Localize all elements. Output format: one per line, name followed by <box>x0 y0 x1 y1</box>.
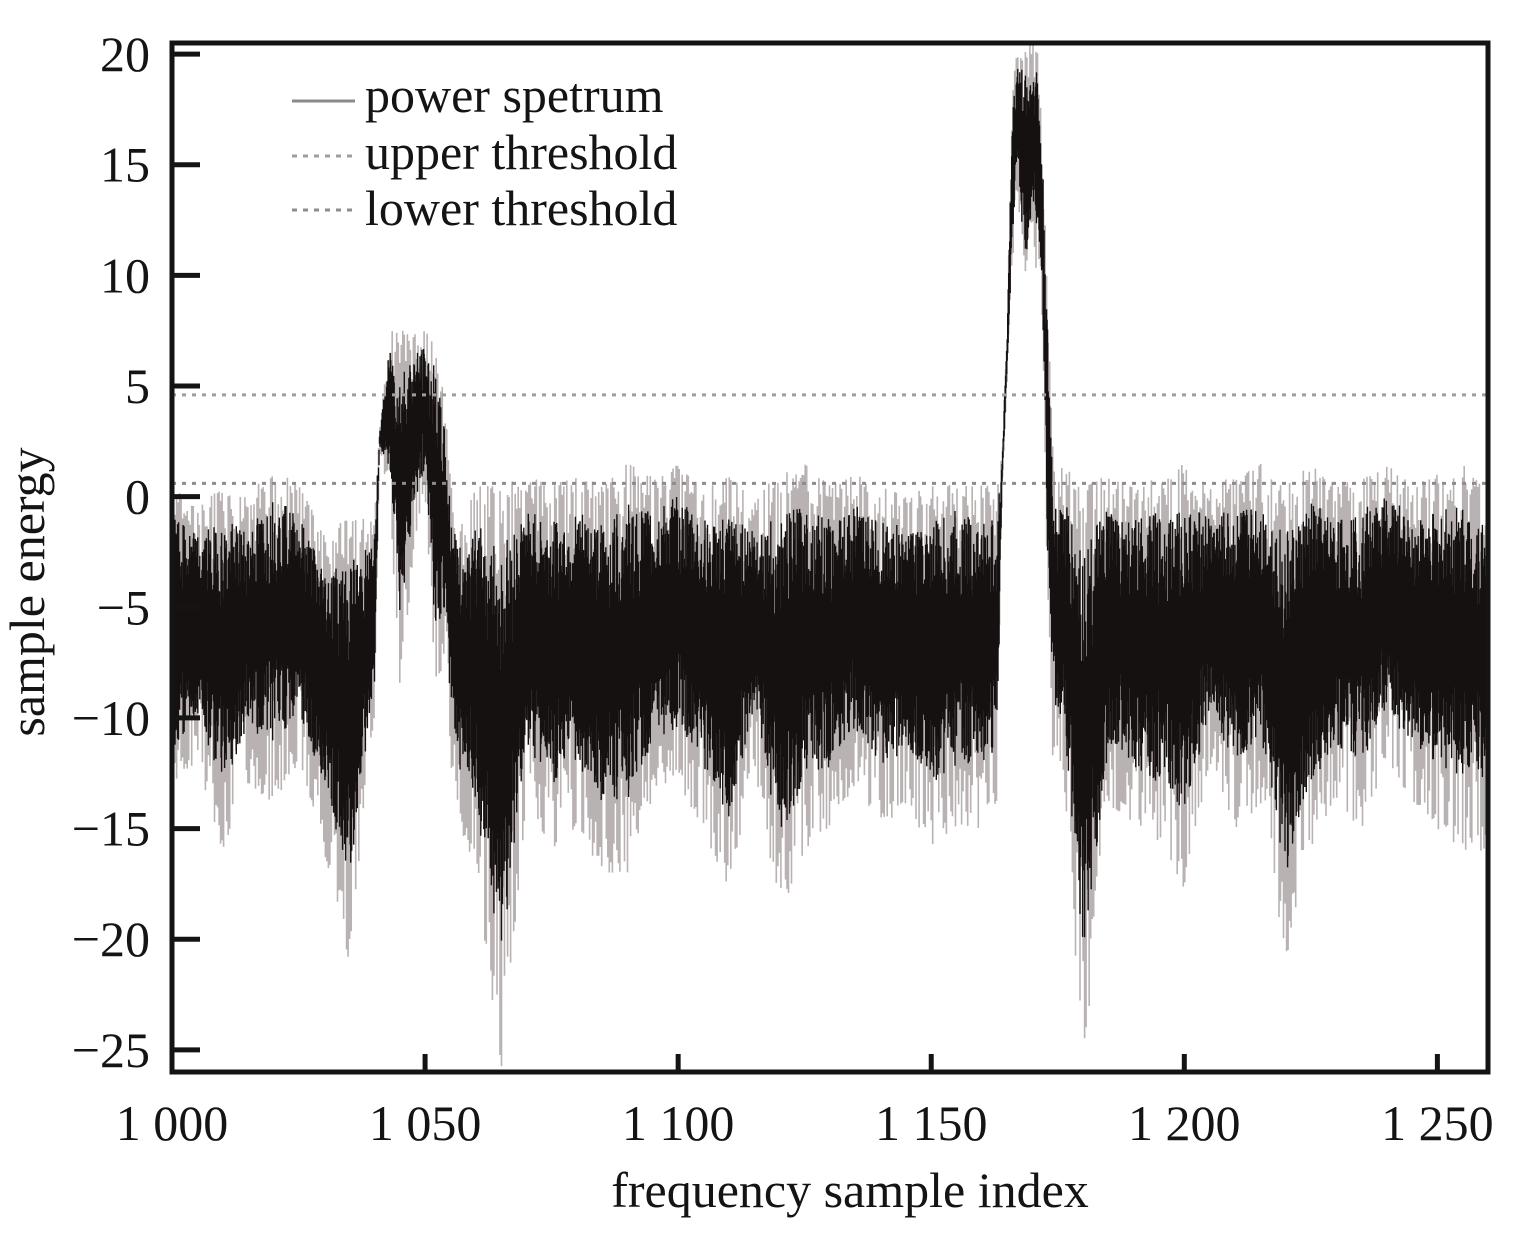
legend-label-upper-threshold: upper threshold <box>365 124 677 180</box>
x-tick-label: 1 150 <box>875 1095 988 1151</box>
legend-label-power-spectrum: power spetrum <box>365 67 664 123</box>
threshold-layer <box>172 393 1488 485</box>
legend: power spetrum upper threshold lower thre… <box>292 67 677 236</box>
y-tick-label: 5 <box>125 358 150 414</box>
y-tick-label: −25 <box>72 1022 150 1078</box>
x-tick-label: 1 250 <box>1381 1095 1494 1151</box>
y-tick-label: 15 <box>100 137 150 193</box>
y-tick-label: −15 <box>72 801 150 857</box>
x-tick-label: 1 100 <box>622 1095 735 1151</box>
y-tick-label: 0 <box>125 469 150 525</box>
y-tick-label: 10 <box>100 247 150 303</box>
legend-label-lower-threshold: lower threshold <box>365 180 677 236</box>
plot-frame <box>169 40 1491 1075</box>
x-tick-label: 1 200 <box>1128 1095 1241 1151</box>
y-tick-label: −10 <box>72 690 150 746</box>
y-tick-label: −20 <box>72 911 150 967</box>
y-axis-title: sample energy <box>0 447 55 736</box>
y-tick-label: −5 <box>97 579 150 635</box>
y-tick-label: 20 <box>100 26 150 82</box>
x-tick-label: 1 050 <box>369 1095 482 1151</box>
x-axis-title: frequency sample index <box>611 1162 1089 1218</box>
x-tick-label: 1 000 <box>116 1095 229 1151</box>
axes-layer: 1 000 1 050 1 100 1 150 1 200 1 250 20 15 10 5 0 −5… <box>72 26 1494 1151</box>
